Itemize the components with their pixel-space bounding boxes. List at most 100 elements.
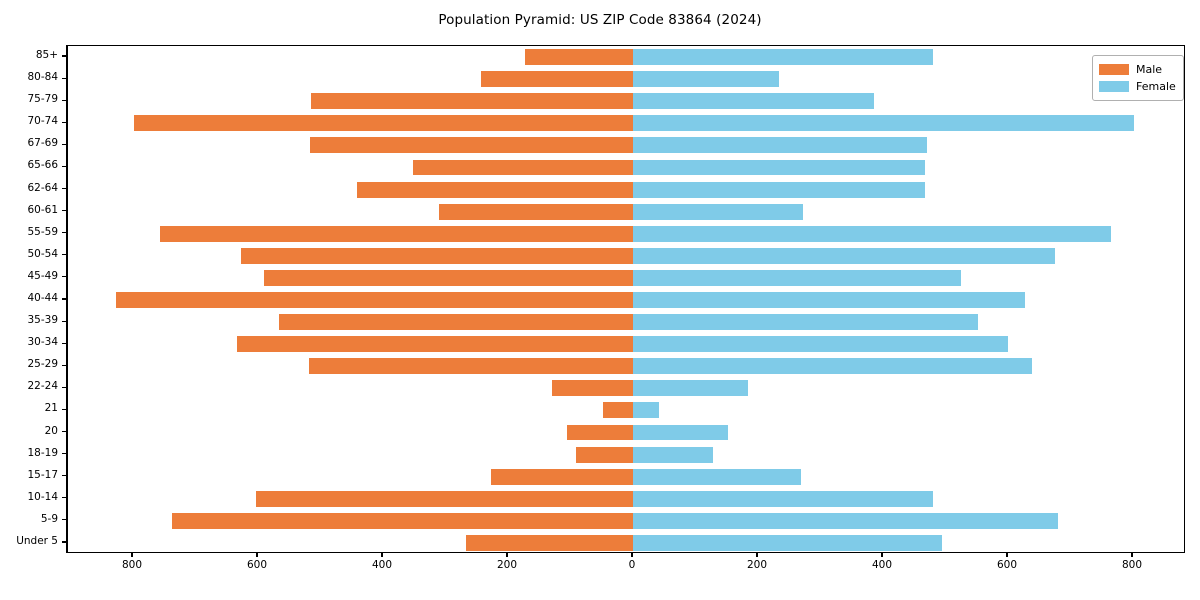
y-tick-mark [62, 55, 66, 57]
y-tick-mark [62, 99, 66, 101]
x-tick-label: 800 [1121, 559, 1143, 571]
bar-male-25-29 [308, 358, 633, 375]
bar-row [67, 468, 1184, 485]
y-tick-label: 65-66 [27, 159, 58, 172]
bar-female-67-69 [633, 137, 927, 154]
y-tick-mark [62, 342, 66, 344]
y-tick-label: Under 5 [16, 534, 58, 547]
legend-entry-female[interactable]: Female [1099, 78, 1176, 95]
legend-entry-male[interactable]: Male [1099, 61, 1176, 78]
y-tick-label: 5-9 [40, 512, 58, 525]
bar-row [67, 49, 1184, 65]
bar-female-10-14 [633, 490, 933, 507]
y-tick-mark [62, 497, 66, 499]
y-tick-mark [62, 143, 66, 145]
y-tick-mark [62, 519, 66, 521]
plot-area [66, 45, 1185, 553]
bar-row [67, 181, 1184, 198]
bar-female-22-24 [633, 380, 748, 397]
y-tick-label: 85+ [35, 49, 58, 62]
y-tick-mark [62, 210, 66, 212]
x-tick-mark [756, 553, 758, 557]
y-tick-mark [62, 121, 66, 123]
y-tick-mark [62, 165, 66, 168]
x-tick-label: 800 [121, 559, 143, 571]
bar-row [67, 380, 1184, 397]
bar-female-50-54 [633, 247, 1055, 264]
bar-female-60-61 [633, 203, 803, 220]
y-tick-mark [62, 386, 66, 388]
bar-row [67, 115, 1184, 132]
x-tick-mark [506, 553, 508, 557]
bars-layer [67, 46, 1184, 552]
bar-female-20 [633, 424, 728, 441]
y-tick-mark [62, 320, 66, 322]
bar-row [67, 314, 1184, 331]
legend-label: Female [1136, 80, 1176, 93]
x-tick-label: 200 [496, 559, 518, 571]
bar-male-30-34 [237, 336, 633, 353]
bar-row [67, 71, 1184, 88]
y-tick-label: 10-14 [27, 490, 58, 503]
bar-male-70-74 [133, 115, 633, 132]
bar-row [67, 225, 1184, 242]
x-tick-label: 600 [996, 559, 1018, 571]
x-tick-mark [1131, 553, 1133, 557]
bar-row [67, 402, 1184, 419]
x-tick-mark [381, 553, 383, 557]
bar-male-80-84 [481, 71, 633, 88]
bar-female-21 [633, 402, 660, 419]
y-tick-mark [62, 475, 66, 477]
bar-female-75-79 [633, 93, 875, 110]
bar-male-65-66 [413, 159, 633, 176]
x-tick-label: 200 [746, 559, 768, 571]
bar-female-5-9 [633, 512, 1058, 529]
x-tick-label: 600 [246, 559, 268, 571]
y-tick-mark [62, 276, 66, 278]
y-tick-mark [62, 364, 66, 366]
zero-axis-line [67, 46, 69, 552]
bar-row [67, 490, 1184, 507]
y-tick-label: 80-84 [27, 71, 58, 84]
bar-male-under-5 [465, 535, 633, 551]
x-tick-label: 400 [871, 559, 893, 571]
bar-male-18-19 [576, 446, 633, 463]
bar-male-10-14 [256, 490, 633, 507]
y-tick-mark [62, 298, 66, 300]
y-tick-label: 35-39 [27, 314, 58, 327]
bar-female-18-19 [633, 446, 713, 463]
bar-row [67, 358, 1184, 375]
bar-female-85- [633, 49, 933, 65]
bar-male-67-69 [309, 137, 633, 154]
bar-female-80-84 [633, 71, 780, 88]
y-tick-label: 25-29 [27, 358, 58, 371]
bar-male-85- [524, 49, 633, 65]
bar-female-55-59 [633, 225, 1112, 242]
bar-row [67, 424, 1184, 441]
bar-female-35-39 [633, 314, 978, 331]
bar-row [67, 247, 1184, 264]
y-tick-mark [62, 254, 66, 256]
bar-male-50-54 [241, 247, 633, 264]
bar-row [67, 512, 1184, 529]
y-tick-label: 60-61 [27, 203, 58, 216]
y-tick-label: 55-59 [27, 225, 58, 238]
bar-row [67, 446, 1184, 463]
x-tick-mark [631, 553, 633, 557]
bar-row [67, 93, 1184, 110]
chart-title: Population Pyramid: US ZIP Code 83864 (2… [438, 12, 762, 28]
y-tick-label: 15-17 [27, 468, 58, 481]
bar-female-under-5 [633, 535, 943, 551]
legend-label: Male [1136, 63, 1163, 76]
bar-female-70-74 [633, 115, 1135, 132]
y-tick-mark [62, 453, 66, 455]
bar-female-40-44 [633, 292, 1025, 308]
chart-legend: Male Female [1092, 55, 1184, 101]
bar-female-65-66 [633, 159, 925, 176]
x-tick-mark [1006, 553, 1008, 557]
bar-row [67, 292, 1184, 308]
y-tick-mark [62, 408, 66, 410]
y-tick-label: 67-69 [27, 137, 58, 150]
y-tick-label: 20 [44, 424, 58, 437]
y-tick-mark [62, 232, 66, 234]
